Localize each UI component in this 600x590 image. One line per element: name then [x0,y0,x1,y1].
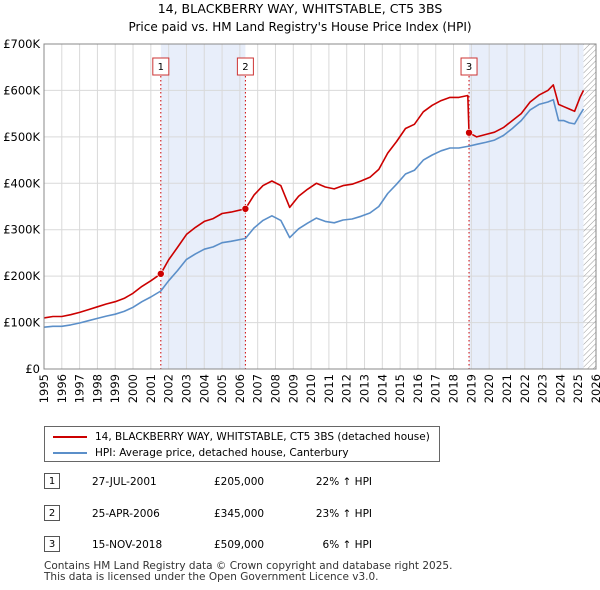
x-tick-label: 2014 [375,374,389,403]
y-tick-label: £400K [3,176,40,190]
y-tick-label: £300K [3,223,40,237]
ownership-shade [160,44,246,369]
x-tick-label: 2020 [482,374,496,403]
footer-attribution: Contains HM Land Registry data © Crown c… [44,561,452,583]
transaction-price: £509,000 [214,539,265,551]
x-tick-label: 1999 [108,374,122,403]
chart-legend: 14, BLACKBERRY WAY, WHITSTABLE, CT5 3BS … [44,426,440,462]
x-tick-label: 2017 [429,374,443,403]
y-tick-label: £700K [3,37,40,51]
transaction-price: £205,000 [214,476,265,488]
plot-border [43,43,597,370]
legend-label-property: 14, BLACKBERRY WAY, WHITSTABLE, CT5 3BS … [95,431,430,443]
x-tick-label: 2007 [251,374,265,403]
x-tick-label: 2016 [411,374,425,403]
transaction-date: 25-APR-2006 [92,508,160,520]
transaction-point [465,128,473,137]
x-tick-label: 2011 [322,374,336,403]
x-tick-label: 2006 [233,374,247,403]
chart-subtitle: Price paid vs. HM Land Registry's House … [128,20,471,34]
x-tick-label: 2004 [197,374,211,403]
y-tick-label: £600K [3,83,40,97]
transaction-marker-label: 1 [158,62,164,73]
x-tick-label: 2002 [162,374,176,403]
property-price-line [43,84,585,319]
x-tick-label: 2000 [126,374,140,403]
legend-swatch-property [53,436,87,438]
x-tick-label: 2012 [340,374,354,403]
legend-entry-property: 14, BLACKBERRY WAY, WHITSTABLE, CT5 3BS … [53,429,430,445]
transaction-hpi-change: 6% ↑ HPI [322,539,372,551]
transaction-price: £345,000 [214,508,265,520]
price-chart: 14, BLACKBERRY WAY, WHITSTABLE, CT5 3BS P… [3,1,600,403]
x-tick-label: 2019 [464,374,478,403]
transaction-hpi-change: 22% ↑ HPI [315,476,372,488]
x-tick-label: 2021 [500,374,514,403]
x-tick-label: 2015 [393,374,407,403]
transaction-marker-box [236,57,254,76]
hpi-line [43,98,585,328]
y-tick-label: £200K [3,269,40,283]
legend-label-hpi: HPI: Average price, detached house, Cant… [95,447,349,459]
x-tick-label: 1997 [73,374,87,403]
x-tick-label: 2018 [447,374,461,403]
legend-swatch-hpi [53,452,87,454]
x-tick-label: 2022 [518,374,532,403]
y-tick-label: £0 [25,362,40,376]
transaction-marker-box [460,57,478,76]
x-tick-label: 2003 [179,374,193,403]
x-tick-label: 2001 [144,374,158,403]
transaction-marker-box [152,57,170,76]
x-tick-label: 2005 [215,374,229,403]
footer-line-2: This data is licensed under the Open Gov… [44,571,379,583]
x-tick-label: 1995 [37,374,51,403]
x-tick-label: 1998 [90,374,104,403]
transaction-marker-label: 3 [466,62,472,73]
transaction-date: 15-NOV-2018 [92,539,163,551]
transaction-date: 27-JUL-2001 [92,476,157,488]
x-tick-label: 2024 [553,374,567,403]
transaction-hpi-change: 23% ↑ HPI [315,508,372,520]
y-tick-label: £500K [3,130,40,144]
x-tick-label: 2025 [571,374,585,403]
transaction-point [157,270,165,278]
x-tick-label: 1996 [55,374,69,403]
transaction-point [241,205,250,213]
x-tick-label: 2009 [286,374,300,403]
x-tick-label: 2023 [536,374,550,403]
y-tick-label: £100K [3,316,40,330]
x-tick-label: 2008 [268,374,282,403]
x-tick-label: 2010 [304,374,318,403]
transaction-marker-label: 2 [242,62,248,73]
transaction-number: 1 [44,473,60,489]
legend-entry-hpi: HPI: Average price, detached house, Cant… [53,445,349,461]
footer-line-1: Contains HM Land Registry data © Crown c… [44,560,453,572]
chart-title: 14, BLACKBERRY WAY, WHITSTABLE, CT5 3BS [158,1,443,16]
forecast-hatch [583,44,596,369]
x-tick-label: 2013 [358,374,372,403]
transaction-number: 3 [44,536,60,552]
ownership-shade [469,44,584,369]
transaction-number: 2 [44,505,60,521]
x-tick-label: 2026 [589,374,600,403]
